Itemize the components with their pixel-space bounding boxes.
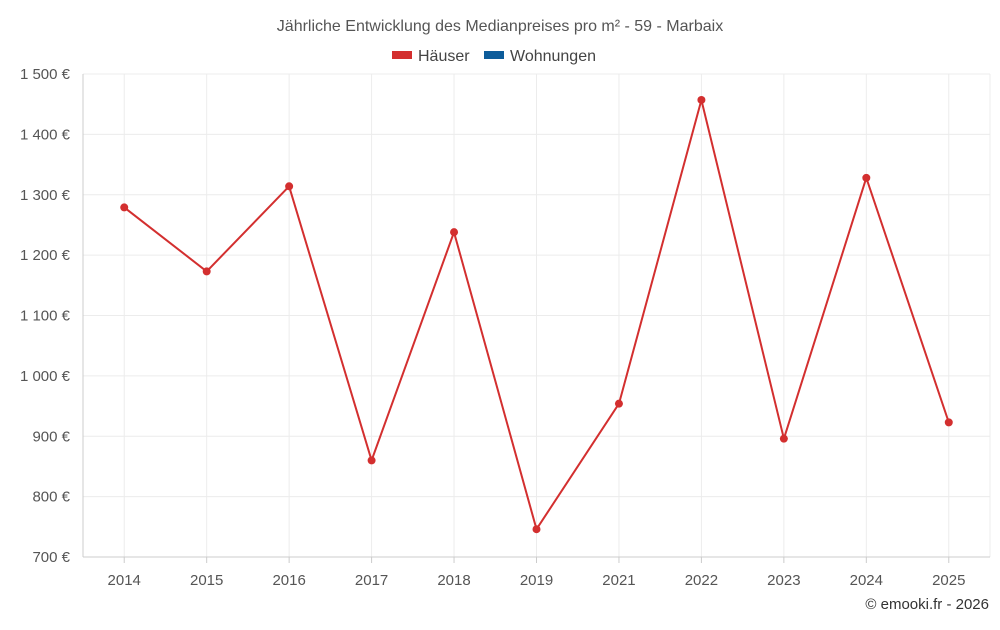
y-tick-label: 1 000 € — [20, 368, 71, 385]
y-tick-label: 900 € — [32, 428, 70, 445]
legend-label-0[interactable]: Häuser — [418, 48, 470, 65]
x-tick-label: 2017 — [355, 572, 388, 589]
data-point[interactable] — [614, 399, 623, 408]
legend-label-1[interactable]: Wohnungen — [510, 48, 596, 65]
x-tick-label: 2021 — [602, 572, 635, 589]
x-tick-label: 2023 — [767, 572, 800, 589]
x-axis: 2014 2015 2016 2017 2018 2019 2021 2022 2023 2024… — [83, 556, 990, 589]
x-tick-label: 2014 — [108, 572, 141, 589]
legend-swatch-1[interactable] — [484, 51, 504, 59]
x-tick-label: 2018 — [437, 572, 470, 589]
chart-legend: Häuser Wohnungen — [392, 48, 596, 65]
chart-title: Jährliche Entwicklung des Medianpreises … — [277, 18, 723, 35]
x-tick-label: 2019 — [520, 572, 553, 589]
data-point[interactable] — [450, 228, 459, 237]
credit-text: © emooki.fr - 2026 — [865, 596, 989, 613]
y-tick-label: 1 300 € — [20, 187, 71, 204]
data-point[interactable] — [367, 456, 376, 465]
y-tick-label: 1 400 € — [20, 126, 71, 143]
x-tick-label: 2022 — [685, 572, 718, 589]
y-tick-label: 700 € — [32, 549, 70, 566]
y-axis: 700 € 800 € 900 € 1 000 € 1 100 € 1 200 € 1 30… — [20, 66, 84, 566]
data-point[interactable] — [532, 525, 541, 534]
x-tick-label: 2025 — [932, 572, 965, 589]
x-tick-label: 2015 — [190, 572, 223, 589]
y-tick-label: 800 € — [32, 489, 70, 506]
series-layer — [120, 95, 953, 534]
data-point[interactable] — [697, 95, 706, 104]
x-tick-label: 2024 — [850, 572, 883, 589]
x-tick-label: 2016 — [272, 572, 305, 589]
data-point[interactable] — [862, 173, 871, 182]
data-point[interactable] — [779, 434, 788, 443]
gridlines — [83, 73, 991, 557]
data-point[interactable] — [202, 267, 211, 276]
data-point[interactable] — [120, 203, 129, 212]
y-tick-label: 1 200 € — [20, 247, 71, 264]
legend-swatch-0[interactable] — [392, 51, 412, 59]
y-tick-label: 1 100 € — [20, 308, 71, 325]
data-point[interactable] — [285, 182, 294, 191]
y-tick-label: 1 500 € — [20, 66, 71, 83]
data-point[interactable] — [944, 418, 953, 427]
